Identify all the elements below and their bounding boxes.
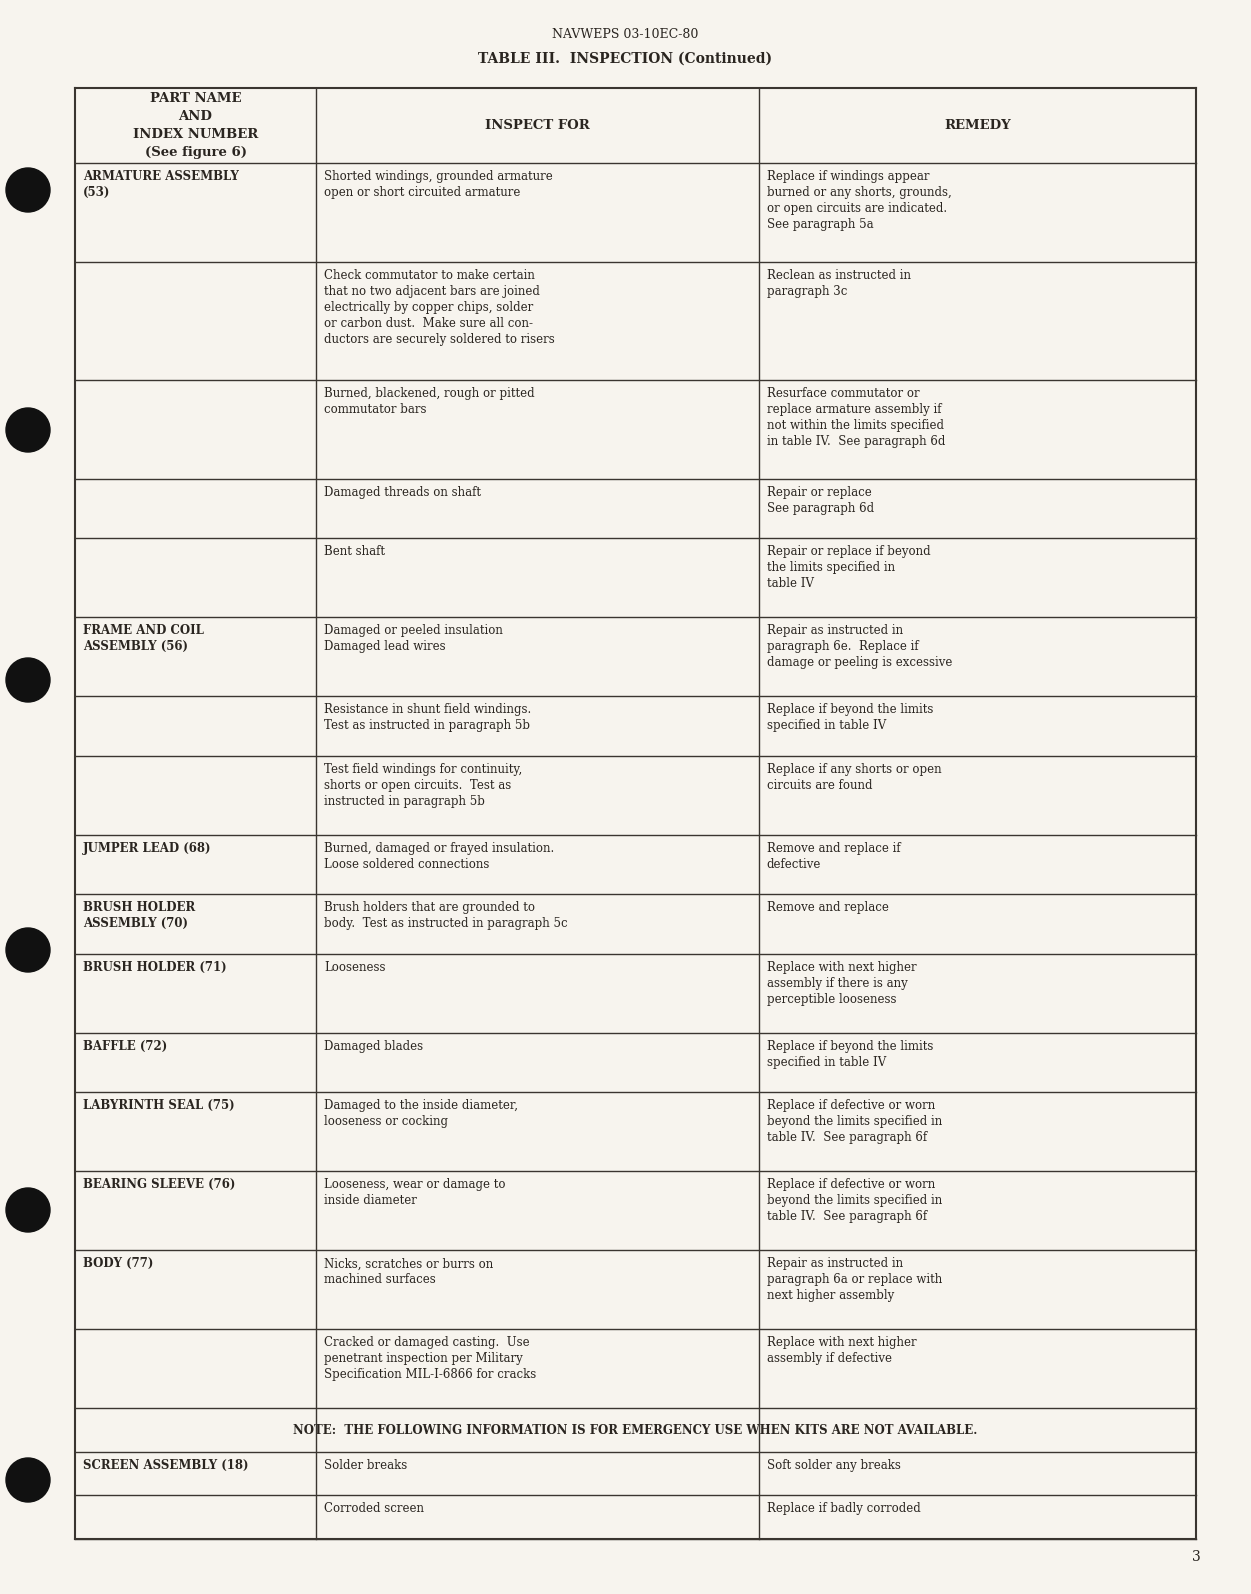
Text: Replace with next higher
assembly if defective: Replace with next higher assembly if def… (767, 1336, 917, 1366)
Text: Replace if defective or worn
beyond the limits specified in
table IV.  See parag: Replace if defective or worn beyond the … (767, 1178, 942, 1223)
Text: BODY (77): BODY (77) (83, 1258, 154, 1270)
Text: ARMATURE ASSEMBLY
(53): ARMATURE ASSEMBLY (53) (83, 171, 239, 199)
Text: Reclean as instructed in
paragraph 3c: Reclean as instructed in paragraph 3c (767, 269, 911, 298)
Text: Looseness, wear or damage to
inside diameter: Looseness, wear or damage to inside diam… (324, 1178, 505, 1207)
Text: REMEDY: REMEDY (945, 120, 1011, 132)
Circle shape (6, 1459, 50, 1502)
Text: Remove and replace if
defective: Remove and replace if defective (767, 842, 901, 870)
Text: Replace if any shorts or open
circuits are found: Replace if any shorts or open circuits a… (767, 762, 942, 792)
Text: Check commutator to make certain
that no two adjacent bars are joined
electrical: Check commutator to make certain that no… (324, 269, 554, 346)
Text: TABLE III.  INSPECTION (Continued): TABLE III. INSPECTION (Continued) (478, 53, 773, 65)
Text: INSPECT FOR: INSPECT FOR (485, 120, 589, 132)
Text: SCREEN ASSEMBLY (18): SCREEN ASSEMBLY (18) (83, 1459, 249, 1471)
Text: Solder breaks: Solder breaks (324, 1459, 408, 1471)
Text: Corroded screen: Corroded screen (324, 1503, 424, 1516)
Circle shape (6, 928, 50, 972)
Circle shape (6, 658, 50, 701)
Text: Looseness: Looseness (324, 961, 385, 974)
Circle shape (6, 408, 50, 453)
Text: Replace if beyond the limits
specified in table IV: Replace if beyond the limits specified i… (767, 1039, 933, 1068)
Circle shape (6, 1188, 50, 1232)
Text: Replace if beyond the limits
specified in table IV: Replace if beyond the limits specified i… (767, 703, 933, 732)
Text: Brush holders that are grounded to
body.  Test as instructed in paragraph 5c: Brush holders that are grounded to body.… (324, 901, 568, 931)
Text: Remove and replace: Remove and replace (767, 901, 888, 913)
Text: Replace if windings appear
burned or any shorts, grounds,
or open circuits are i: Replace if windings appear burned or any… (767, 171, 952, 231)
Text: JUMPER LEAD (68): JUMPER LEAD (68) (83, 842, 211, 854)
Text: Resistance in shunt field windings.
Test as instructed in paragraph 5b: Resistance in shunt field windings. Test… (324, 703, 532, 732)
Text: Replace if defective or worn
beyond the limits specified in
table IV.  See parag: Replace if defective or worn beyond the … (767, 1100, 942, 1144)
Text: Soft solder any breaks: Soft solder any breaks (767, 1459, 901, 1471)
Text: Replace with next higher
assembly if there is any
perceptible looseness: Replace with next higher assembly if the… (767, 961, 917, 1006)
Text: 3: 3 (1192, 1549, 1201, 1564)
Text: Cracked or damaged casting.  Use
penetrant inspection per Military
Specification: Cracked or damaged casting. Use penetran… (324, 1336, 537, 1382)
Text: Repair as instructed in
paragraph 6a or replace with
next higher assembly: Repair as instructed in paragraph 6a or … (767, 1258, 942, 1302)
Text: Test field windings for continuity,
shorts or open circuits.  Test as
instructed: Test field windings for continuity, shor… (324, 762, 522, 808)
Text: Replace if badly corroded: Replace if badly corroded (767, 1503, 921, 1516)
Text: Damaged or peeled insulation
Damaged lead wires: Damaged or peeled insulation Damaged lea… (324, 625, 503, 654)
Text: Nicks, scratches or burrs on
machined surfaces: Nicks, scratches or burrs on machined su… (324, 1258, 493, 1286)
Text: Repair as instructed in
paragraph 6e.  Replace if
damage or peeling is excessive: Repair as instructed in paragraph 6e. Re… (767, 625, 952, 669)
Circle shape (6, 167, 50, 212)
Text: Resurface commutator or
replace armature assembly if
not within the limits speci: Resurface commutator or replace armature… (767, 387, 946, 448)
Text: BEARING SLEEVE (76): BEARING SLEEVE (76) (83, 1178, 235, 1191)
Text: BRUSH HOLDER (71): BRUSH HOLDER (71) (83, 961, 226, 974)
Text: PART NAME
AND
INDEX NUMBER
(See figure 6): PART NAME AND INDEX NUMBER (See figure 6… (133, 92, 258, 159)
Text: Bent shaft: Bent shaft (324, 545, 385, 558)
Text: Burned, damaged or frayed insulation.
Loose soldered connections: Burned, damaged or frayed insulation. Lo… (324, 842, 554, 870)
Text: Shorted windings, grounded armature
open or short circuited armature: Shorted windings, grounded armature open… (324, 171, 553, 199)
Text: Repair or replace if beyond
the limits specified in
table IV: Repair or replace if beyond the limits s… (767, 545, 931, 590)
Text: Repair or replace
See paragraph 6d: Repair or replace See paragraph 6d (767, 486, 874, 515)
Text: FRAME AND COIL
ASSEMBLY (56): FRAME AND COIL ASSEMBLY (56) (83, 625, 204, 654)
Text: Damaged to the inside diameter,
looseness or cocking: Damaged to the inside diameter, loosenes… (324, 1100, 518, 1129)
Text: NOTE:  THE FOLLOWING INFORMATION IS FOR EMERGENCY USE WHEN KITS ARE NOT AVAILABL: NOTE: THE FOLLOWING INFORMATION IS FOR E… (293, 1423, 978, 1436)
Text: BAFFLE (72): BAFFLE (72) (83, 1039, 168, 1052)
Text: Damaged threads on shaft: Damaged threads on shaft (324, 486, 482, 499)
Text: LABYRINTH SEAL (75): LABYRINTH SEAL (75) (83, 1100, 235, 1113)
Text: Damaged blades: Damaged blades (324, 1039, 423, 1052)
Text: NAVWEPS 03-10EC-80: NAVWEPS 03-10EC-80 (552, 29, 699, 41)
Text: BRUSH HOLDER
ASSEMBLY (70): BRUSH HOLDER ASSEMBLY (70) (83, 901, 195, 931)
Text: Burned, blackened, rough or pitted
commutator bars: Burned, blackened, rough or pitted commu… (324, 387, 534, 416)
